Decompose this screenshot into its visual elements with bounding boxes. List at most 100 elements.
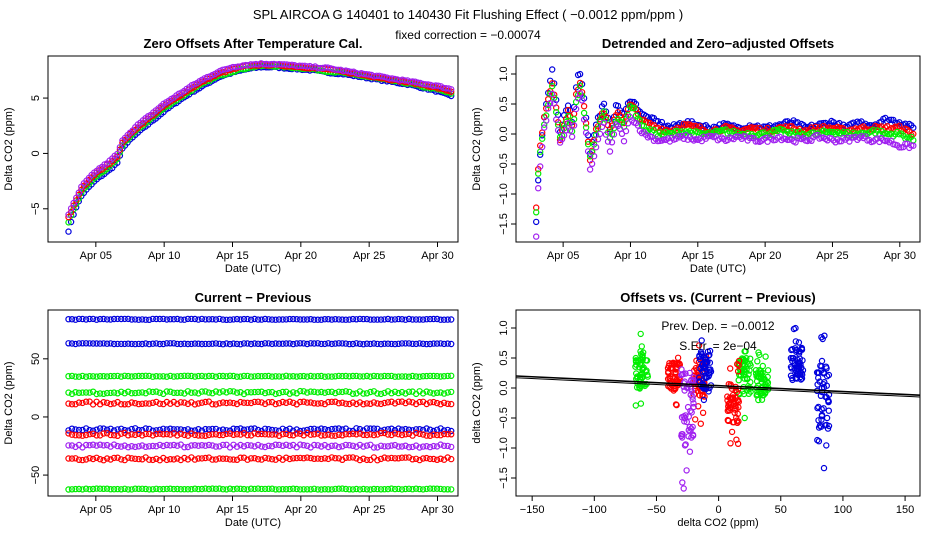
data-point bbox=[202, 398, 209, 406]
data-point bbox=[254, 372, 262, 380]
data-point bbox=[419, 373, 427, 380]
data-point bbox=[335, 316, 342, 323]
data-point bbox=[128, 486, 135, 493]
data-point bbox=[820, 464, 828, 472]
data-point bbox=[814, 436, 821, 444]
data-point bbox=[131, 443, 139, 451]
data-point bbox=[325, 486, 332, 493]
data-point bbox=[167, 316, 174, 323]
data-point bbox=[170, 340, 177, 347]
data-point bbox=[363, 486, 371, 493]
data-point bbox=[107, 425, 114, 432]
data-point bbox=[314, 442, 321, 449]
data-point bbox=[191, 389, 199, 396]
data-point bbox=[93, 390, 100, 398]
data-point bbox=[416, 316, 423, 323]
data-point bbox=[293, 430, 300, 437]
data-point bbox=[202, 485, 209, 492]
data-point bbox=[423, 432, 430, 439]
data-point bbox=[700, 396, 708, 404]
data-point bbox=[167, 456, 174, 463]
data-point bbox=[244, 372, 251, 380]
data-point bbox=[448, 372, 455, 379]
data-point bbox=[578, 97, 586, 104]
data-point bbox=[735, 377, 742, 384]
data-point bbox=[381, 372, 388, 380]
data-point bbox=[363, 315, 371, 323]
data-point bbox=[727, 365, 734, 372]
data-point bbox=[286, 340, 293, 347]
data-point bbox=[149, 340, 156, 347]
data-point bbox=[219, 486, 227, 493]
data-point bbox=[586, 166, 594, 173]
data-point bbox=[374, 457, 381, 464]
data-point bbox=[554, 127, 562, 134]
x-tick-label: Apr 20 bbox=[285, 250, 317, 262]
data-point bbox=[307, 372, 314, 380]
data-point bbox=[174, 455, 181, 462]
data-point bbox=[321, 340, 328, 348]
data-point bbox=[223, 316, 230, 323]
data-point bbox=[135, 316, 142, 323]
data-point bbox=[755, 349, 762, 356]
data-point bbox=[68, 431, 76, 438]
data-point bbox=[444, 442, 451, 450]
data-point bbox=[547, 99, 554, 107]
data-point bbox=[818, 406, 825, 413]
data-point bbox=[177, 340, 184, 348]
data-point bbox=[283, 430, 290, 437]
data-point bbox=[265, 485, 272, 492]
data-point bbox=[600, 108, 608, 115]
data-point bbox=[219, 372, 227, 380]
data-point bbox=[444, 426, 451, 434]
data-point bbox=[384, 372, 392, 380]
data-point bbox=[363, 431, 371, 439]
data-point bbox=[300, 340, 307, 347]
data-point bbox=[258, 485, 265, 493]
data-point bbox=[216, 443, 223, 450]
data-point bbox=[409, 340, 416, 347]
data-point bbox=[124, 388, 132, 395]
data-point bbox=[65, 430, 72, 437]
data-point bbox=[342, 431, 349, 438]
data-point bbox=[416, 426, 423, 433]
data-point bbox=[433, 340, 441, 347]
data-point bbox=[681, 387, 688, 394]
data-point bbox=[673, 401, 680, 409]
data-point bbox=[405, 430, 413, 437]
data-point bbox=[156, 389, 163, 396]
data-point bbox=[391, 340, 399, 348]
data-point bbox=[678, 366, 685, 373]
data-point bbox=[240, 390, 248, 398]
data-point bbox=[426, 315, 434, 323]
data-point bbox=[128, 340, 135, 348]
y-axis-label: Delta CO2 (ppm) bbox=[3, 107, 15, 190]
x-tick-label: Apr 10 bbox=[614, 250, 646, 262]
data-point bbox=[230, 425, 237, 432]
x-tick-label: Apr 20 bbox=[749, 250, 781, 262]
data-point bbox=[668, 360, 675, 367]
data-point bbox=[444, 389, 451, 396]
data-point bbox=[79, 456, 86, 464]
data-point bbox=[237, 373, 244, 380]
data-point bbox=[283, 441, 290, 448]
data-point bbox=[353, 455, 360, 462]
data-point bbox=[110, 389, 118, 396]
data-point bbox=[247, 340, 255, 348]
data-point bbox=[177, 399, 184, 406]
data-point bbox=[304, 399, 311, 406]
y-tick-label: −0.5 bbox=[498, 407, 510, 429]
data-point bbox=[388, 442, 395, 449]
data-point bbox=[762, 381, 769, 388]
data-point bbox=[272, 486, 279, 493]
data-point bbox=[138, 432, 146, 439]
data-point bbox=[160, 442, 167, 450]
data-point bbox=[693, 357, 700, 364]
data-point bbox=[138, 316, 146, 323]
data-point bbox=[244, 340, 251, 347]
data-point bbox=[325, 426, 332, 434]
data-point bbox=[339, 388, 346, 396]
data-point bbox=[732, 386, 740, 394]
data-point bbox=[318, 425, 325, 432]
data-point bbox=[304, 429, 311, 437]
